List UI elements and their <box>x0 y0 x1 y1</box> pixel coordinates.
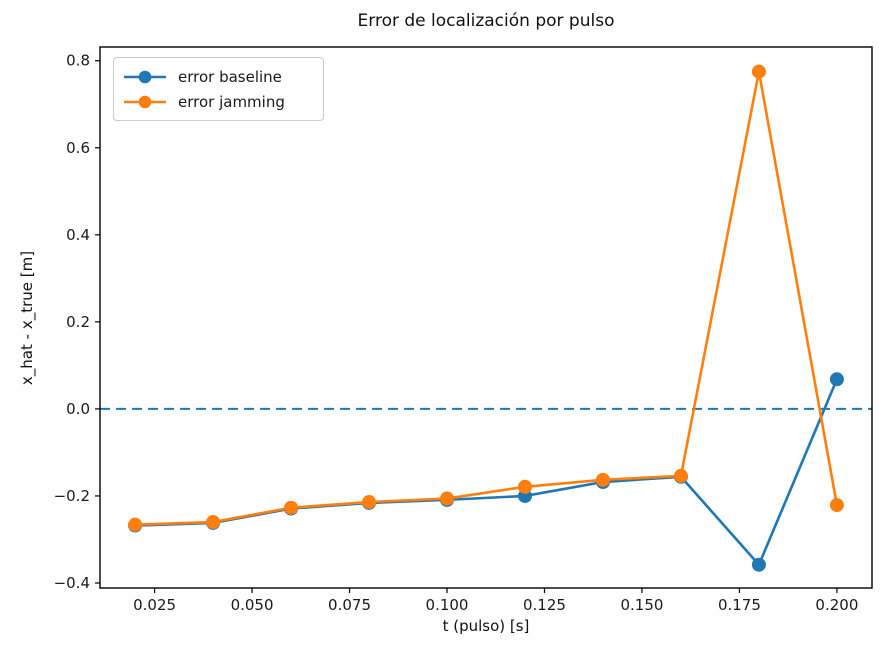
y-tick-label: 0.6 <box>66 139 90 157</box>
series-line-error-jamming <box>133 70 839 526</box>
x-tick-label: 0.150 <box>620 596 663 614</box>
y-tick-label: −0.4 <box>54 574 90 592</box>
data-point-marker-error-jamming <box>206 515 221 530</box>
data-point-marker-error-jamming <box>673 468 688 483</box>
data-point-marker-error-baseline <box>751 557 766 572</box>
legend-label: error jamming <box>178 92 285 111</box>
y-tick-label: 0.8 <box>66 52 90 70</box>
x-axis-label: t (pulso) [s] <box>442 617 530 635</box>
x-tick-label: 0.100 <box>426 596 469 614</box>
chart-title: Error de localización por pulso <box>357 11 615 31</box>
legend-label: error baseline <box>178 67 282 86</box>
data-point-marker-error-jamming <box>517 479 532 494</box>
data-point-marker-error-jamming <box>128 517 143 532</box>
data-point-marker-error-jamming <box>440 491 455 506</box>
x-tick-label: 0.050 <box>231 596 274 614</box>
x-tick-label: 0.125 <box>523 596 566 614</box>
y-tick-label: 0.0 <box>66 400 90 418</box>
data-point-marker-error-jamming <box>362 495 377 510</box>
data-point-marker-error-baseline <box>829 372 844 387</box>
legend-line-marker-icon <box>124 70 166 83</box>
x-tick-label: 0.175 <box>718 596 761 614</box>
x-tick-label: 0.200 <box>815 596 858 614</box>
y-tick-label: 0.2 <box>66 313 90 331</box>
y-tick-label: −0.2 <box>54 487 90 505</box>
y-tick-label: 0.4 <box>66 226 90 244</box>
legend: error baseline error jamming <box>113 57 324 121</box>
legend-item-baseline: error baseline <box>123 65 313 89</box>
legend-item-jamming: error jamming <box>123 90 313 114</box>
data-point-marker-error-jamming <box>751 64 766 79</box>
data-point-marker-error-jamming <box>595 472 610 487</box>
x-tick-label: 0.075 <box>328 596 371 614</box>
y-axis-label: x_hat - x_true [m] <box>18 250 36 386</box>
series-line-error-baseline <box>133 378 839 567</box>
legend-line-marker-icon <box>124 95 166 108</box>
data-point-marker-error-jamming <box>284 500 299 515</box>
data-point-marker-error-jamming <box>829 498 844 513</box>
x-tick-label: 0.025 <box>133 596 176 614</box>
plot-area-frame <box>99 46 873 589</box>
